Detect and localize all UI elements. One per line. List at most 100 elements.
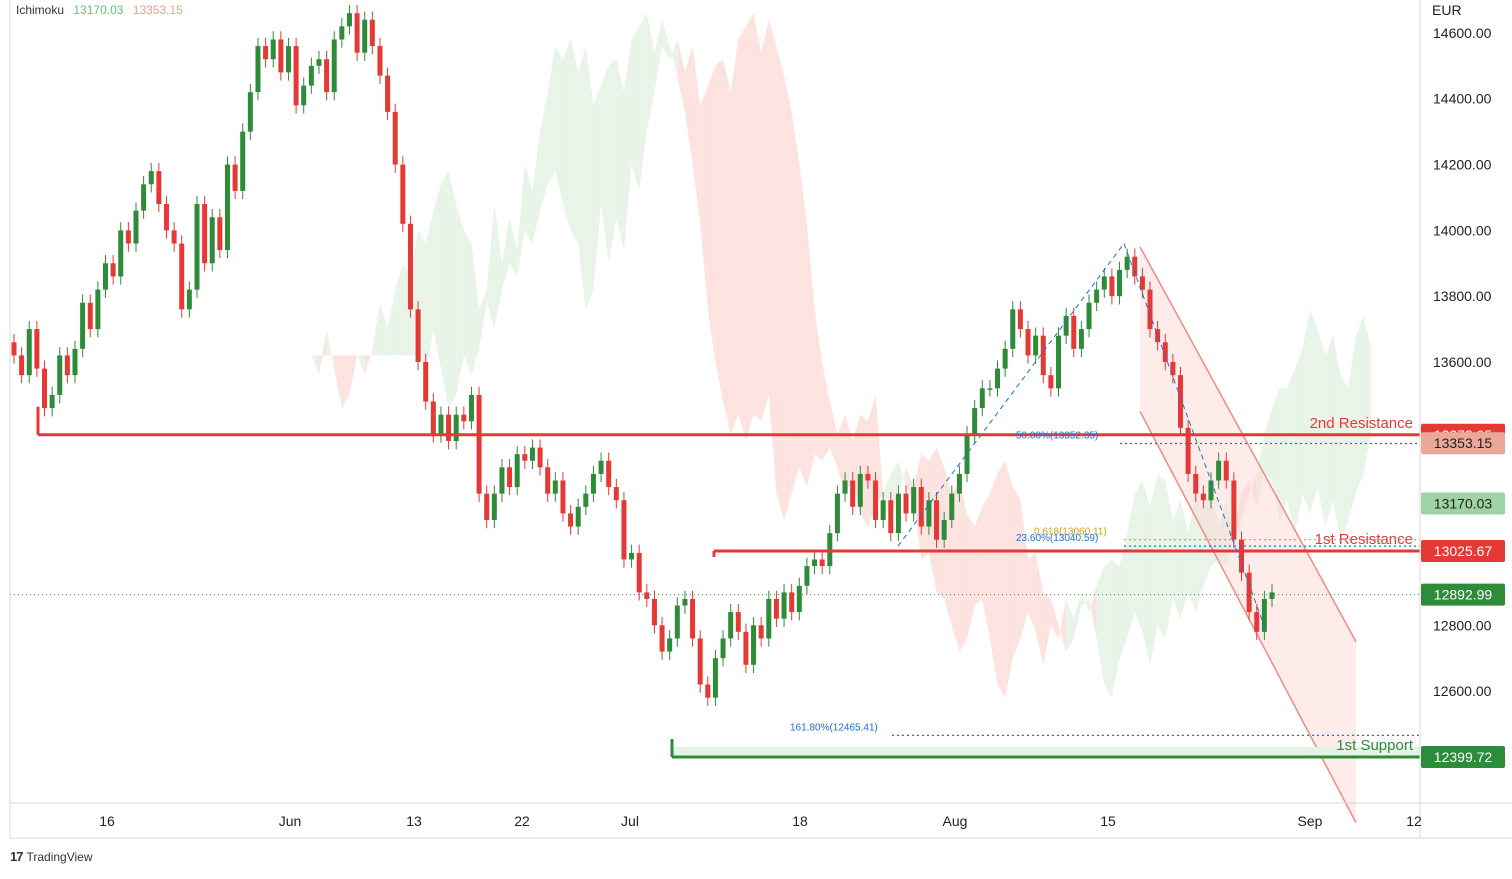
candle-body[interactable] [606, 460, 612, 488]
candle-body[interactable] [743, 631, 749, 665]
candle-body[interactable] [430, 401, 436, 435]
candle-body[interactable] [1048, 375, 1054, 389]
candle-body[interactable] [903, 493, 909, 514]
candle-body[interactable] [224, 164, 230, 251]
candle-body[interactable] [163, 204, 169, 231]
candle-body[interactable] [720, 638, 726, 659]
candle-body[interactable] [1200, 493, 1206, 501]
candle-body[interactable] [888, 500, 894, 534]
candle-body[interactable] [590, 473, 596, 494]
channel-upper-line[interactable] [1139, 246, 1357, 643]
candle-body[interactable] [72, 348, 78, 376]
candle-body[interactable] [247, 92, 253, 132]
candle-body[interactable] [560, 480, 566, 514]
candle-body[interactable] [651, 598, 657, 626]
candle-body[interactable] [1071, 315, 1077, 349]
candle-body[interactable] [1056, 335, 1062, 389]
candle-body[interactable] [751, 625, 757, 665]
candle-body[interactable] [789, 592, 795, 613]
candle-body[interactable] [148, 171, 154, 185]
candle-body[interactable] [964, 434, 970, 474]
price-tag[interactable]: 13353.15 [1421, 432, 1505, 455]
candle-body[interactable] [453, 414, 459, 441]
candle-body[interactable] [293, 46, 299, 106]
candle-body[interactable] [80, 302, 86, 349]
candle-body[interactable] [255, 46, 261, 93]
candle-body[interactable] [575, 506, 581, 527]
candle-body[interactable] [735, 612, 741, 632]
candle-body[interactable] [690, 598, 696, 639]
candle-body[interactable] [339, 26, 345, 40]
candle-body[interactable] [476, 394, 482, 494]
candle-body[interactable] [1178, 375, 1184, 428]
candle-body[interactable] [674, 605, 680, 639]
candle-body[interactable] [194, 204, 200, 290]
candle-body[interactable] [1101, 276, 1107, 290]
candle-body[interactable] [110, 263, 116, 277]
candle-body[interactable] [1078, 329, 1084, 349]
candle-body[interactable] [285, 46, 291, 73]
candle-body[interactable] [1208, 480, 1214, 501]
candle-body[interactable] [125, 230, 131, 244]
candle-body[interactable] [278, 39, 284, 73]
candle-body[interactable] [1139, 276, 1145, 290]
candle-body[interactable] [308, 65, 314, 86]
candle-body[interactable] [1017, 309, 1023, 330]
candle-body[interactable] [468, 394, 474, 422]
candle-body[interactable] [499, 467, 505, 494]
price-tag[interactable]: 13170.03 [1421, 492, 1505, 515]
candle-body[interactable] [1261, 598, 1267, 632]
candle-body[interactable] [11, 342, 17, 356]
candle-body[interactable] [812, 559, 818, 567]
candle-body[interactable] [118, 230, 124, 277]
price-tag[interactable]: 12892.99 [1421, 583, 1505, 606]
candle-body[interactable] [217, 217, 223, 251]
candle-body[interactable] [522, 454, 528, 461]
candle-body[interactable] [102, 263, 108, 290]
candle-body[interactable] [895, 493, 901, 534]
candle-body[interactable] [926, 500, 932, 527]
candle-body[interactable] [995, 368, 1001, 389]
candle-body[interactable] [949, 493, 955, 520]
candle-body[interactable] [156, 171, 162, 205]
candle-body[interactable] [1124, 256, 1130, 270]
candle-body[interactable] [87, 302, 93, 330]
candle-body[interactable] [1040, 335, 1046, 376]
candle-body[interactable] [987, 388, 993, 390]
candle-body[interactable] [415, 309, 421, 363]
candle-body[interactable] [1155, 329, 1161, 343]
candle-body[interactable] [514, 454, 520, 488]
candle-body[interactable] [1254, 612, 1260, 632]
candle-body[interactable] [819, 559, 825, 567]
candle-body[interactable] [1086, 302, 1092, 330]
candle-body[interactable] [270, 39, 276, 60]
candle-body[interactable] [1170, 362, 1176, 376]
candle-body[interactable] [354, 13, 360, 53]
candle-body[interactable] [263, 46, 269, 60]
candle-body[interactable] [369, 19, 375, 47]
candle-body[interactable] [972, 408, 978, 435]
candle-body[interactable] [697, 638, 703, 685]
candle-body[interactable] [232, 164, 238, 191]
candle-body[interactable] [1132, 256, 1138, 277]
candle-body[interactable] [568, 513, 574, 527]
candle-body[interactable] [766, 598, 772, 639]
price-tag[interactable]: 12399.72 [1421, 746, 1505, 769]
candle-body[interactable] [491, 493, 497, 520]
candle-body[interactable] [446, 414, 452, 441]
candle-body[interactable] [1162, 342, 1168, 363]
candle-body[interactable] [202, 204, 208, 264]
candle-body[interactable] [438, 414, 444, 435]
candle-body[interactable] [1216, 460, 1222, 481]
candle-body[interactable] [667, 638, 673, 652]
candle-body[interactable] [712, 658, 718, 698]
candle-body[interactable] [842, 480, 848, 494]
candle-body[interactable] [57, 355, 63, 395]
candle-body[interactable] [362, 19, 368, 53]
candle-body[interactable] [1109, 276, 1115, 297]
candle-body[interactable] [873, 480, 879, 520]
fib-swing-down-line[interactable] [1123, 243, 1265, 626]
candle-body[interactable] [682, 598, 688, 606]
candle-body[interactable] [1239, 539, 1245, 573]
